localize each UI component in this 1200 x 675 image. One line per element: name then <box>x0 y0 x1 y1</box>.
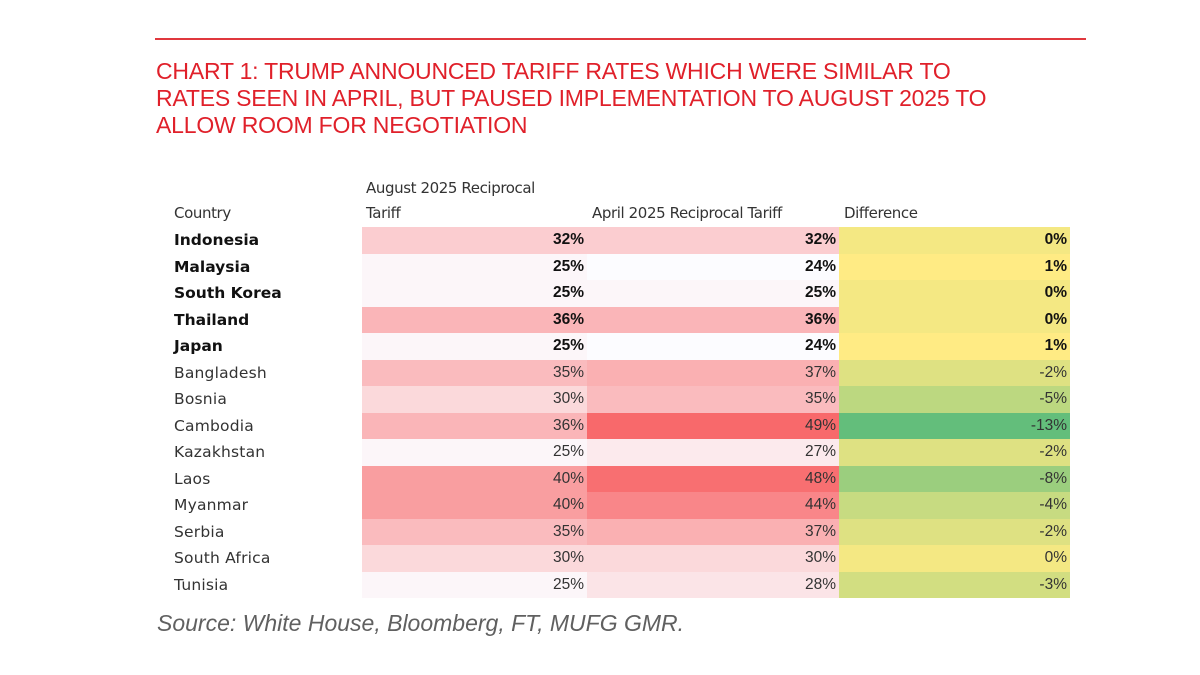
april-tariff-cell: 24% <box>587 253 839 280</box>
april-tariff-cell: 30% <box>587 545 839 572</box>
country-name: Laos <box>174 469 211 488</box>
header-country: Country <box>174 204 231 222</box>
august-tariff-cell: 30% <box>362 545 587 572</box>
august-tariff-cell: 40% <box>362 465 587 492</box>
table-row: South Africa 30% 30% 0% <box>174 545 1074 572</box>
table-row: Laos 40% 48% -8% <box>174 465 1074 492</box>
august-tariff-cell: 30% <box>362 386 587 413</box>
april-tariff-cell: 36% <box>587 306 839 333</box>
april-tariff-cell: 35% <box>587 386 839 413</box>
table-row: Malaysia 25% 24% 1% <box>174 253 1074 280</box>
august-tariff-cell: 25% <box>362 439 587 466</box>
table-row: Indonesia 32% 32% 0% <box>174 227 1074 254</box>
chart-title-line: CHART 1: TRUMP ANNOUNCED TARIFF RATES WH… <box>156 58 951 84</box>
chart-title-line: RATES SEEN IN APRIL, BUT PAUSED IMPLEMEN… <box>156 85 987 111</box>
april-tariff-cell: 44% <box>587 492 839 519</box>
country-name: Bangladesh <box>174 363 267 382</box>
august-tariff-cell: 36% <box>362 306 587 333</box>
country-name: Kazakhstan <box>174 443 266 461</box>
country-name: Cambodia <box>174 416 254 435</box>
chart-title: CHART 1: TRUMP ANNOUNCED TARIFF RATES WH… <box>156 58 1096 139</box>
difference-cell: -2% <box>839 359 1070 386</box>
title-rule <box>155 38 1086 40</box>
april-tariff-cell: 24% <box>587 333 839 360</box>
april-tariff-cell: 28% <box>587 571 839 598</box>
august-tariff-cell: 35% <box>362 359 587 386</box>
table-row: Bangladesh 35% 37% -2% <box>174 359 1074 386</box>
country-name: South Korea <box>174 284 282 302</box>
table-row: Japan 25% 24% 1% <box>174 333 1074 360</box>
header-august-line1: August 2025 Reciprocal <box>366 179 535 197</box>
country-name: Myanmar <box>174 496 249 514</box>
header-april: April 2025 Reciprocal Tariff <box>592 204 782 222</box>
table-row: Thailand 36% 36% 0% <box>174 306 1074 333</box>
difference-cell: -2% <box>839 439 1070 466</box>
august-tariff-cell: 25% <box>362 280 587 307</box>
april-tariff-cell: 25% <box>587 280 839 307</box>
august-tariff-cell: 25% <box>362 253 587 280</box>
header-august-line2: Tariff <box>366 204 401 222</box>
difference-cell: -4% <box>839 492 1070 519</box>
country-name: South Africa <box>174 549 271 567</box>
difference-cell: -3% <box>839 571 1070 598</box>
country-name: Bosnia <box>174 390 228 408</box>
country-name: Thailand <box>174 310 250 329</box>
table-row: Cambodia 36% 49% -13% <box>174 412 1074 439</box>
source-note: Source: White House, Bloomberg, FT, MUFG… <box>157 610 685 636</box>
table-row: Bosnia 30% 35% -5% <box>174 386 1074 413</box>
april-tariff-cell: 37% <box>587 359 839 386</box>
difference-cell: -2% <box>839 518 1070 545</box>
april-tariff-cell: 37% <box>587 518 839 545</box>
table-row: Tunisia 25% 28% -3% <box>174 571 1074 598</box>
april-tariff-cell: 32% <box>587 227 839 254</box>
august-tariff-cell: 25% <box>362 333 587 360</box>
april-tariff-cell: 27% <box>587 439 839 466</box>
difference-cell: 1% <box>839 253 1070 280</box>
header-difference: Difference <box>844 204 918 222</box>
august-tariff-cell: 36% <box>362 412 587 439</box>
august-tariff-cell: 25% <box>362 571 587 598</box>
april-tariff-cell: 48% <box>587 465 839 492</box>
difference-cell: -5% <box>839 386 1070 413</box>
country-name: Japan <box>174 337 223 355</box>
difference-cell: -8% <box>839 465 1070 492</box>
august-tariff-cell: 32% <box>362 227 587 254</box>
difference-cell: 0% <box>839 280 1070 307</box>
difference-cell: 0% <box>839 545 1070 572</box>
august-tariff-cell: 40% <box>362 492 587 519</box>
difference-cell: 0% <box>839 227 1070 254</box>
chart-title-line: ALLOW ROOM FOR NEGOTIATION <box>156 112 528 138</box>
country-name: Malaysia <box>174 257 251 276</box>
april-tariff-cell: 49% <box>587 412 839 439</box>
table-row: Serbia 35% 37% -2% <box>174 518 1074 545</box>
difference-cell: 0% <box>839 306 1070 333</box>
country-name: Tunisia <box>174 575 229 594</box>
august-tariff-cell: 35% <box>362 518 587 545</box>
table-row: Kazakhstan 25% 27% -2% <box>174 439 1074 466</box>
country-name: Indonesia <box>174 231 260 249</box>
table-row: Myanmar 40% 44% -4% <box>174 492 1074 519</box>
difference-cell: 1% <box>839 333 1070 360</box>
country-name: Serbia <box>174 522 225 541</box>
table-row: South Korea 25% 25% 0% <box>174 280 1074 307</box>
difference-cell: -13% <box>839 412 1070 439</box>
